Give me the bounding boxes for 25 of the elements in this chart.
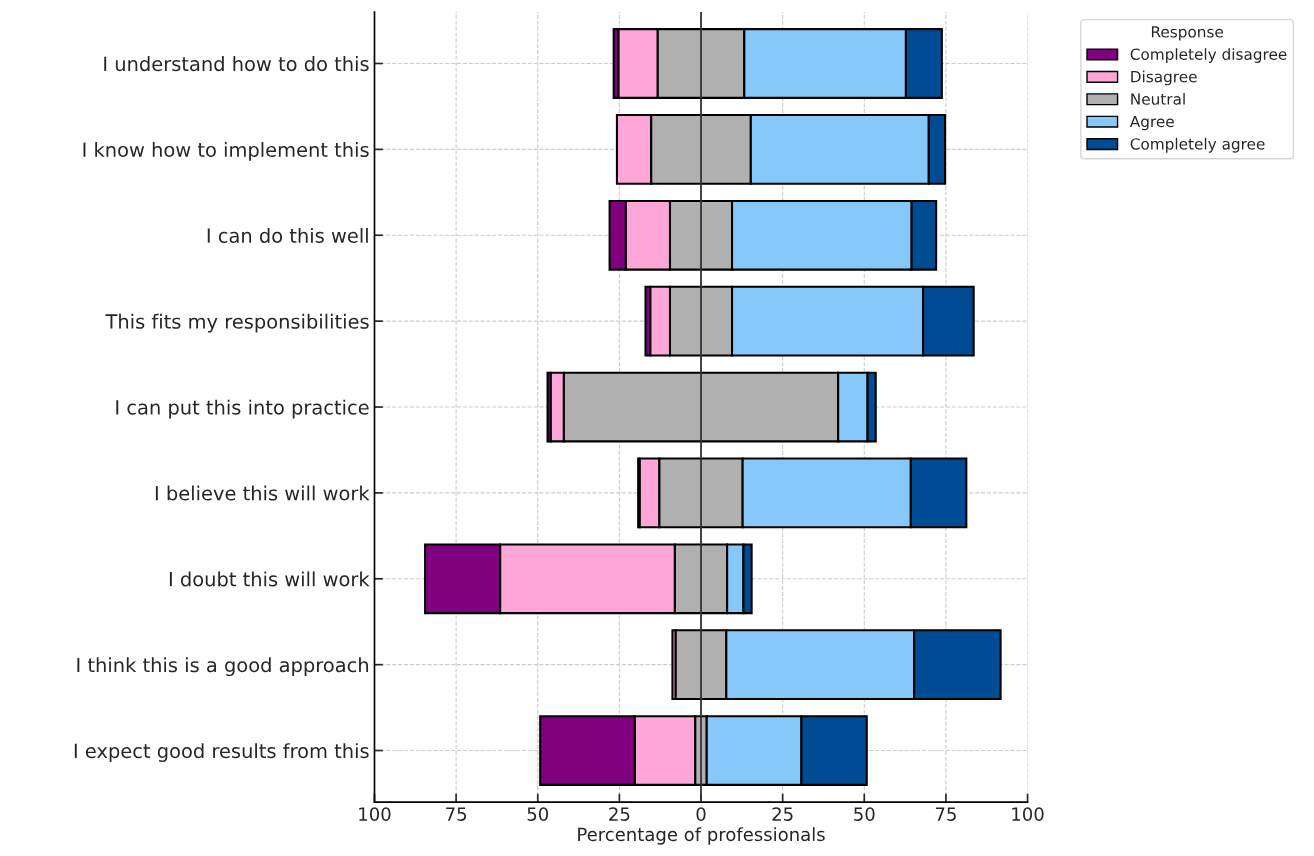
legend-label: Completely agree [1130,137,1265,153]
y-tick-label: I can do this well [207,227,368,243]
y-tick-label: I expect good results from this [74,743,369,762]
y-tick-label: I can put this into practice [116,399,369,419]
x-tick-label: 100 [1012,807,1044,821]
x-tick-label: 100 [359,807,391,821]
x-axis-title: Percentage of professionals [578,827,825,845]
x-tick-label: 25 [609,807,630,821]
x-tick-label: 25 [772,807,793,821]
x-tick-label: 75 [935,807,956,821]
y-tick-label: I understand how to do this [104,56,369,72]
y-tick-label: I doubt this will work [169,571,370,587]
x-tick-label: 75 [446,807,467,821]
y-tick-label: This fits my responsibilities [105,313,369,333]
y-tick-label: I think this is a good approach [77,657,368,677]
x-tick-label: 50 [527,807,549,821]
legend-label: Agree [1129,115,1174,131]
legend-label: Completely disagree [1130,48,1287,63]
y-tick-label: I know how to implement this [83,142,369,161]
y-tick-label: I believe this will work [155,485,370,501]
x-tick-label: 50 [854,807,875,821]
legend-title: Response [1151,26,1224,41]
x-tick-label: 0 [696,807,706,821]
legend-label: Disagree [1131,70,1197,86]
legend-label: Neutral [1131,93,1185,105]
